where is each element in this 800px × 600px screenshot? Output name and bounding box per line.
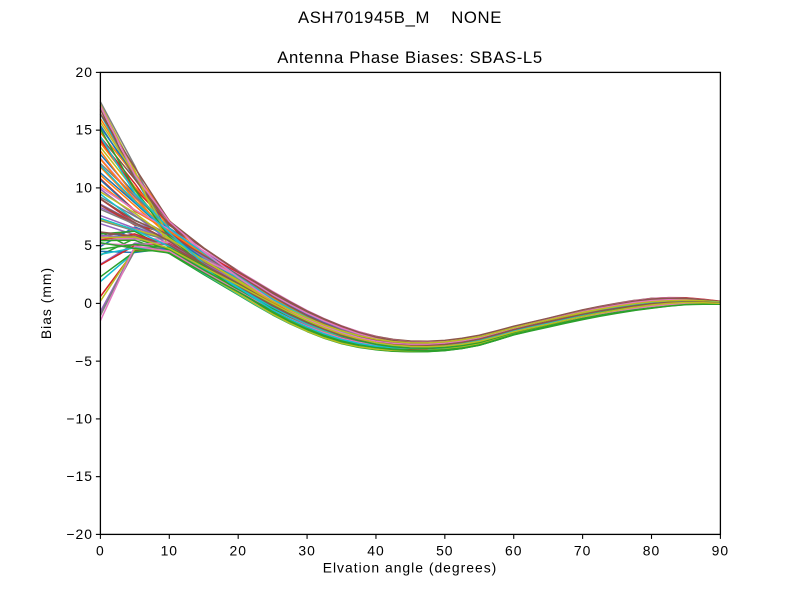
svg-text:20: 20 [76,64,93,80]
svg-text:10: 10 [161,542,178,558]
svg-text:−5: −5 [75,353,93,369]
svg-text:0: 0 [84,295,93,311]
svg-text:60: 60 [505,542,522,558]
svg-text:30: 30 [298,542,315,558]
svg-text:Elvation angle (degrees): Elvation angle (degrees) [323,560,498,576]
svg-text:20: 20 [229,542,246,558]
svg-text:0: 0 [96,542,105,558]
svg-text:80: 80 [643,542,660,558]
svg-text:Antenna Phase Biases: SBAS-L5: Antenna Phase Biases: SBAS-L5 [277,48,543,67]
svg-text:−10: −10 [66,411,93,427]
svg-text:−15: −15 [66,468,93,484]
svg-text:50: 50 [436,542,453,558]
svg-text:10: 10 [76,180,93,196]
svg-text:5: 5 [84,237,93,253]
svg-text:70: 70 [574,542,591,558]
svg-text:40: 40 [367,542,384,558]
svg-text:90: 90 [712,542,729,558]
svg-text:−20: −20 [66,526,93,542]
svg-text:15: 15 [76,122,93,138]
svg-text:Bias (mm): Bias (mm) [38,267,54,339]
svg-text:ASH701945B_M NONE: ASH701945B_M NONE [298,8,502,27]
